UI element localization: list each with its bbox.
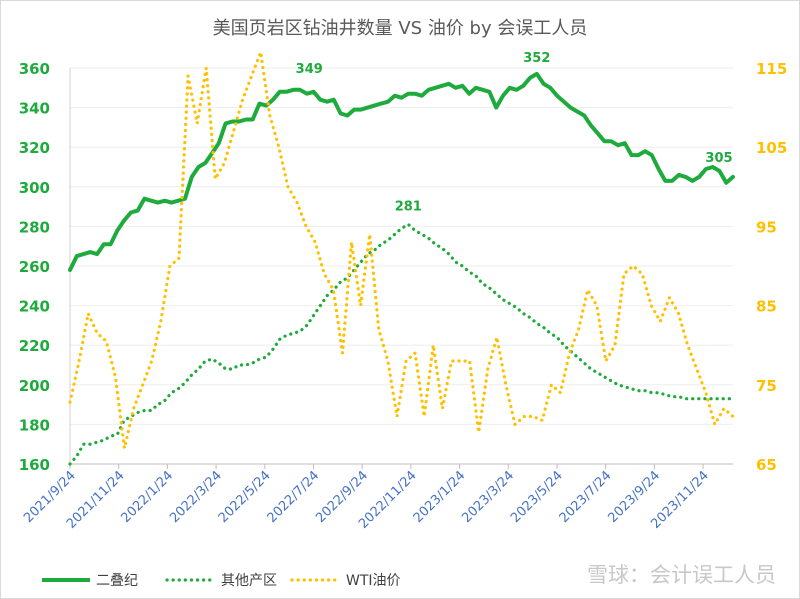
- data-label: 352: [523, 51, 550, 66]
- data-label: 349: [296, 62, 323, 77]
- y-left-tick-label: 300: [19, 179, 50, 197]
- series-line-二叠纪: [68, 71, 735, 272]
- legend-label: 二叠纪: [96, 573, 138, 589]
- y-left-axis: 160 180 200 220 240 260 280 300 320 340 360: [19, 60, 71, 474]
- y-right-tick-label: 65: [756, 456, 777, 474]
- legend: 二叠纪 其他产区 WTI油价: [42, 573, 401, 589]
- chart-title: 美国页岩区钻油井数量 VS 油价 by 会误工人员: [213, 18, 588, 39]
- y-right-axis: 65 75 85 95 105 115: [756, 60, 787, 474]
- legend-label: WTI油价: [346, 573, 401, 589]
- y-right-tick-label: 85: [756, 298, 777, 316]
- y-right-tick-label: 95: [756, 218, 777, 236]
- series-line-WTI油价: [68, 50, 735, 450]
- y-left-tick-label: 320: [19, 139, 50, 157]
- y-left-tick-label: 240: [19, 298, 50, 316]
- series-layer: [68, 50, 735, 466]
- y-right-tick-label: 115: [756, 60, 787, 78]
- y-right-tick-label: 75: [756, 377, 777, 395]
- y-left-tick-label: 280: [19, 218, 50, 236]
- y-left-tick-label: 160: [19, 456, 50, 474]
- legend-label: 其他产区: [221, 573, 277, 589]
- y-left-tick-label: 260: [19, 258, 50, 276]
- data-labels: 349 352 305 281: [296, 51, 733, 214]
- data-label: 305: [705, 151, 732, 166]
- data-label: 281: [395, 199, 422, 214]
- y-left-tick-label: 200: [19, 377, 50, 395]
- y-left-tick-label: 220: [19, 337, 50, 355]
- series-line-其他产区: [68, 222, 735, 466]
- y-left-tick-label: 340: [19, 100, 50, 118]
- y-right-tick-label: 105: [756, 139, 787, 157]
- y-left-tick-label: 360: [19, 60, 50, 78]
- y-left-tick-label: 180: [19, 416, 50, 434]
- watermark: 雪球：会计误工人员: [587, 563, 776, 587]
